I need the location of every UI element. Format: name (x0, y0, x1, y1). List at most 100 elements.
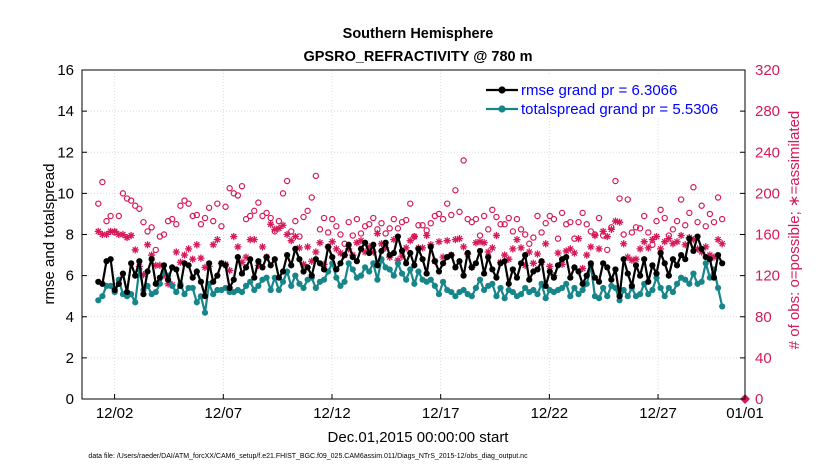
rmse-point (468, 264, 475, 271)
obs-assimilated-marker (160, 272, 168, 280)
obs-assimilated-marker (361, 248, 369, 256)
rmse-point (230, 276, 237, 283)
rmse-point (214, 272, 221, 279)
totalspread-point (595, 295, 603, 302)
x-tick-label: 12/12 (313, 405, 351, 422)
y-tick-label: 14 (57, 103, 74, 120)
obs-possible-marker (242, 215, 250, 223)
rmse-point (378, 247, 385, 255)
rmse-point (370, 241, 377, 248)
chart-subtitle: GPSRO_REFRACTIVITY @ 780 m (303, 49, 532, 65)
obs-possible-marker (214, 200, 221, 207)
x-tick-label: 01/01 (726, 405, 764, 422)
totalspread-point (439, 278, 447, 285)
obs-assimilated-marker (459, 243, 468, 251)
rmse-point (673, 262, 681, 269)
rmse-point (682, 256, 689, 263)
obs-possible-marker (127, 197, 135, 204)
obs-assimilated-marker (455, 235, 464, 243)
obs-possible-marker (218, 223, 225, 230)
legend-rmse-label: rmse grand pr = 6.3066 (521, 82, 677, 99)
obs-assimilated-marker (480, 239, 488, 247)
obs-possible-marker (320, 214, 328, 222)
obs-possible-marker (677, 196, 685, 203)
obs-assimilated-marker (213, 236, 221, 244)
totalspread-point (337, 282, 344, 290)
rmse-point (255, 258, 262, 265)
obs-possible-marker (279, 190, 287, 197)
totalspread-point (300, 284, 307, 292)
obs-possible-marker (579, 209, 586, 217)
totalspread-point (559, 284, 566, 292)
obs-possible-marker (657, 206, 664, 214)
rmse-point (714, 251, 722, 259)
obs-possible-marker (690, 184, 697, 191)
totalspread-point (575, 291, 582, 298)
rmse-point (526, 276, 533, 283)
obs-assimilated-marker (172, 248, 180, 256)
rmse-point (366, 249, 373, 257)
obs-possible-marker (661, 214, 668, 222)
totalspread-point (489, 280, 496, 287)
totalspread-point (542, 295, 549, 302)
rmse-point (99, 280, 106, 287)
obs-possible-marker (501, 221, 508, 228)
rmse-point (107, 256, 114, 263)
obs-possible-marker (353, 215, 361, 223)
rmse-point (337, 260, 344, 267)
totalspread-point (193, 299, 200, 306)
obs-assimilated-marker (336, 249, 345, 257)
obs-assimilated-marker (574, 235, 583, 243)
rmse-point (476, 247, 484, 255)
obs-assimilated-marker (308, 257, 316, 265)
rmse-point (251, 274, 258, 281)
rmse-point (686, 235, 693, 242)
obs-assimilated-marker (517, 244, 525, 252)
rmse-point (222, 262, 229, 269)
obs-possible-marker (316, 226, 324, 233)
obs-possible-marker (624, 196, 631, 203)
obs-assimilated-marker (603, 232, 611, 241)
obs-possible-marker (460, 157, 467, 164)
obs-possible-marker (107, 212, 114, 220)
y-right-tick-label: 80 (755, 309, 772, 326)
obs-possible-marker (718, 215, 726, 223)
obs-assimilated-marker (554, 249, 562, 257)
obs-possible-marker (99, 178, 106, 186)
obs-possible-marker (345, 218, 352, 226)
y-axis-right-ticks: 0 40 80 120 160 200 240 280 320 (740, 62, 780, 408)
rmse-point (304, 264, 311, 271)
obs-assimilated-marker (595, 245, 603, 253)
rmse-point (357, 245, 365, 252)
obs-possible-marker (480, 212, 488, 220)
y-right-tick-label: 160 (755, 227, 780, 244)
rmse-point (419, 256, 426, 263)
totalspread-point (673, 280, 681, 287)
rmse-point (678, 251, 685, 259)
rmse-point (546, 268, 553, 275)
obs-assimilated-marker (501, 251, 509, 259)
totalspread-point (411, 280, 418, 287)
rmse-point (333, 266, 340, 273)
totalspread-point (267, 286, 274, 294)
totalspread-point (665, 284, 672, 292)
obs-assimilated-marker (312, 248, 320, 256)
rmse-point (653, 270, 660, 277)
rmse-point (452, 264, 459, 271)
obs-possible-marker (304, 207, 311, 215)
rmse-point (111, 286, 118, 294)
totalspread-point (181, 291, 188, 298)
obs-assimilated-marker (661, 238, 669, 246)
rmse-point (538, 258, 545, 265)
totalspread-point (210, 291, 217, 298)
totalspread-point (657, 284, 664, 292)
obs-possible-marker (222, 203, 229, 210)
rmse-point (160, 262, 168, 269)
y-right-tick-label: 0 (755, 391, 763, 408)
rmse-point (575, 268, 582, 275)
totalspread-point (517, 291, 525, 298)
rmse-point (439, 260, 447, 267)
rmse-point (279, 268, 287, 275)
totalspread-point (468, 293, 475, 300)
